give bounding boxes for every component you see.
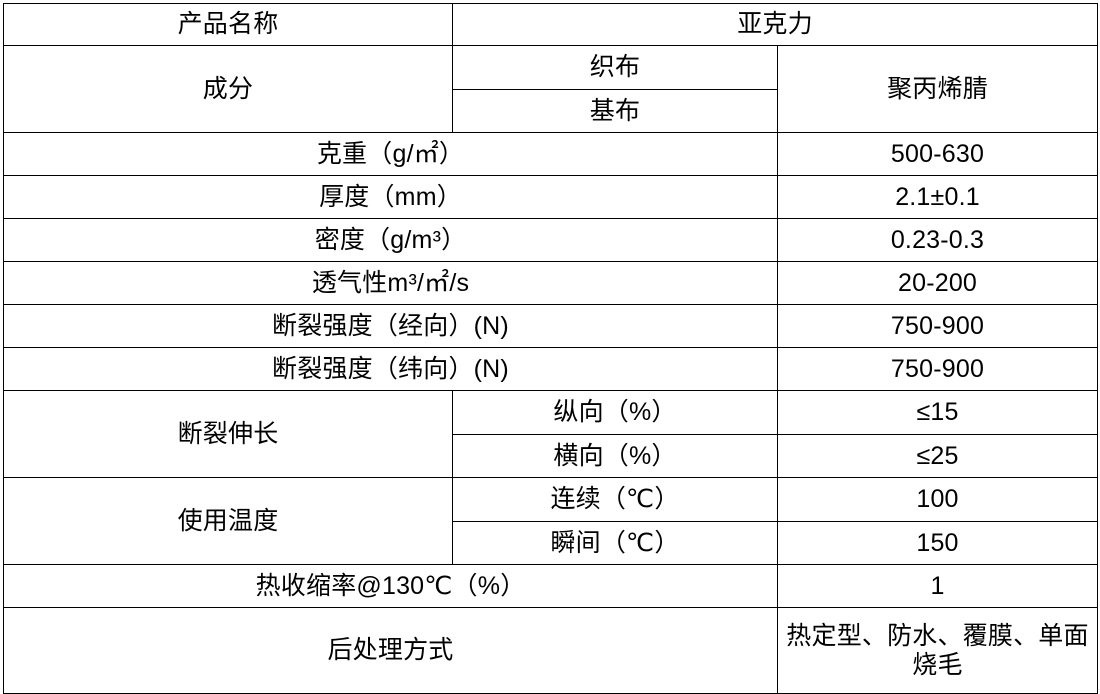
label-density: 密度（g/m³） — [3, 218, 778, 262]
value-temperature-continuous: 100 — [776, 477, 1099, 522]
table-row-elongation-cd: 横向（%） ≤25 — [4, 434, 1099, 478]
label-product-name: 产品名称 — [3, 3, 453, 46]
label-weight: 克重（g/㎡） — [3, 132, 778, 176]
label-breaking-strength-warp: 断裂强度（经向）(N) — [3, 304, 778, 348]
value-weight: 500-630 — [776, 132, 1099, 176]
table-row-thermal-shrinkage: 热收缩率@130℃（%） 1 — [3, 564, 1099, 608]
sub-label-temperature-peak: 瞬间（℃） — [452, 521, 778, 565]
value-thickness: 2.1±0.1 — [776, 175, 1099, 219]
table-row-product-name: 产品名称 亚克力 — [3, 3, 1099, 46]
value-breaking-strength-weft: 750-900 — [776, 347, 1099, 391]
table-row-breaking-strength-warp: 断裂强度（经向）(N) 750-900 — [3, 304, 1099, 348]
label-breaking-strength-weft: 断裂强度（纬向）(N) — [3, 347, 778, 391]
table-row-thickness: 厚度（mm） 2.1±0.1 — [3, 175, 1099, 219]
sub-label-woven-fabric: 织布 — [452, 45, 778, 90]
table-row-air-permeability: 透气性m³/㎡/s 20-200 — [3, 261, 1099, 305]
table-row-composition-woven: 成分 织布 聚丙烯腈 — [3, 45, 1099, 133]
table-row-elongation-md: 断裂伸长 纵向（%） ≤15 — [3, 390, 1099, 478]
table-row-breaking-strength-weft: 断裂强度（纬向）(N) 750-900 — [3, 347, 1099, 391]
table-row-composition-base: 基布 — [4, 89, 1098, 133]
sub-label-base-fabric: 基布 — [452, 89, 778, 133]
table-row-density: 密度（g/m³） 0.23-0.3 — [3, 218, 1099, 262]
label-thermal-shrinkage: 热收缩率@130℃（%） — [3, 564, 778, 608]
table-row-post-treatment: 后处理方式 热定型、防水、覆膜、单面烧毛 — [3, 607, 1099, 694]
value-thermal-shrinkage: 1 — [776, 564, 1099, 608]
value-density: 0.23-0.3 — [776, 218, 1099, 262]
table-row-temperature-continuous: 使用温度 连续（℃） 100 — [3, 477, 1099, 565]
value-temperature-peak: 150 — [776, 521, 1099, 565]
sub-label-elongation-md: 纵向（%） — [452, 390, 778, 435]
table-row-weight: 克重（g/㎡） 500-630 — [3, 132, 1099, 176]
value-breaking-strength-warp: 750-900 — [776, 304, 1099, 348]
value-product-name: 亚克力 — [451, 3, 1099, 46]
value-elongation-md: ≤15 — [776, 390, 1099, 435]
label-composition: 成分 — [3, 45, 453, 133]
value-composition: 聚丙烯腈 — [776, 45, 1099, 133]
label-thickness: 厚度（mm） — [3, 175, 778, 219]
sub-label-elongation-cd: 横向（%） — [452, 434, 778, 478]
value-post-treatment: 热定型、防水、覆膜、单面烧毛 — [776, 607, 1099, 694]
label-elongation: 断裂伸长 — [3, 390, 453, 478]
label-air-permeability: 透气性m³/㎡/s — [3, 261, 778, 305]
label-operating-temperature: 使用温度 — [3, 477, 453, 565]
product-spec-table: 产品名称 亚克力 成分 织布 聚丙烯腈 基布 克重（g/㎡） 500-630 厚… — [3, 3, 1099, 694]
value-elongation-cd: ≤25 — [776, 434, 1099, 478]
value-air-permeability: 20-200 — [776, 261, 1099, 305]
sub-label-temperature-continuous: 连续（℃） — [452, 477, 778, 522]
label-post-treatment: 后处理方式 — [3, 607, 778, 694]
